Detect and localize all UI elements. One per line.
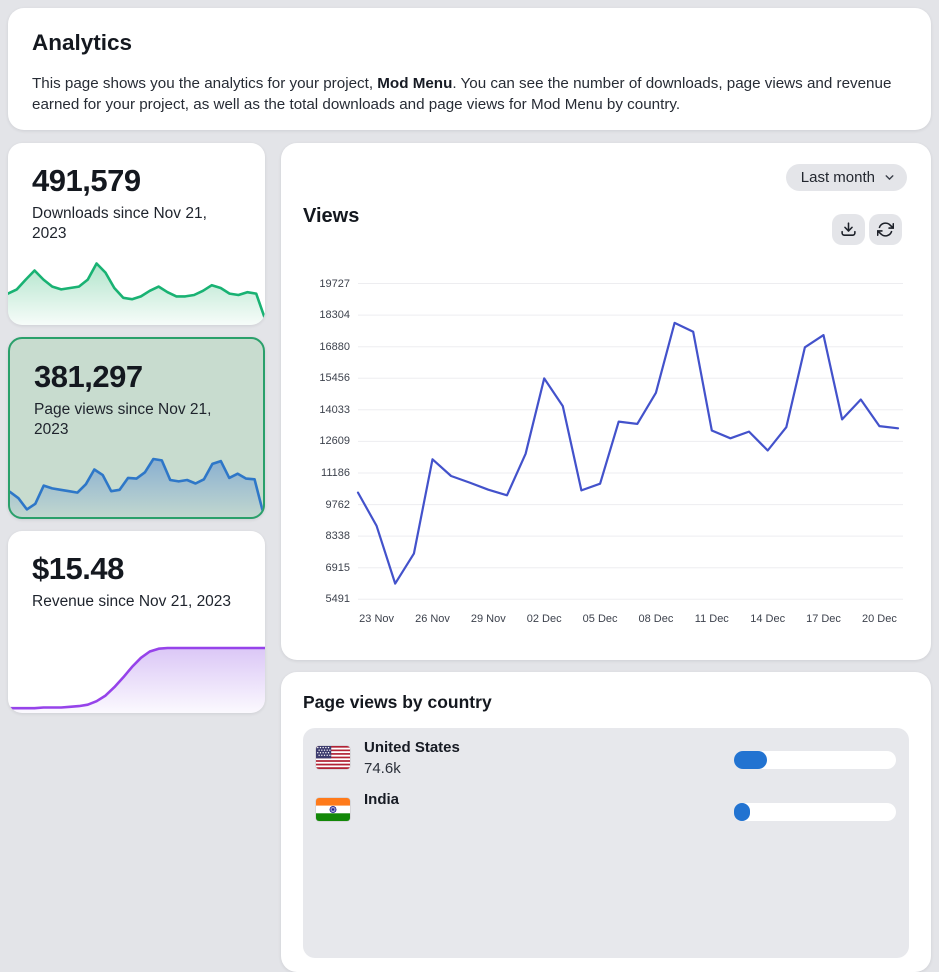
us-flag-icon xyxy=(316,746,350,769)
x-tick-label: 14 Dec xyxy=(750,613,786,625)
x-tick-label: 05 Dec xyxy=(582,613,618,625)
chevron-down-icon xyxy=(885,175,894,180)
project-name: Mod Menu xyxy=(377,75,453,92)
y-tick-label: 9762 xyxy=(325,498,350,511)
y-tick-label: 5491 xyxy=(325,593,350,606)
stat-value: $15.48 xyxy=(32,551,124,586)
date-range-selector[interactable]: Last month xyxy=(785,164,907,191)
y-tick-label: 14033 xyxy=(319,403,350,416)
country-progress-fill xyxy=(734,803,751,821)
x-tick-label: 17 Dec xyxy=(806,613,841,625)
country-progress-fill xyxy=(734,751,768,769)
country-name: United States xyxy=(364,739,460,756)
stat-label: Revenue since Nov 21, 2023 xyxy=(32,593,232,610)
chart-title: Views xyxy=(303,205,360,227)
y-tick-label: 16880 xyxy=(319,340,350,353)
x-tick-label: 08 Dec xyxy=(638,613,674,625)
country-list: United States 74.6k India xyxy=(303,728,909,958)
country-row: India xyxy=(303,790,909,842)
country-panel: Page views by country United States 74.6k… xyxy=(281,672,931,972)
in-flag-icon xyxy=(316,798,350,821)
refresh-icon xyxy=(877,222,894,237)
x-tick-label: 11 Dec xyxy=(694,613,729,625)
stat-card-page-views[interactable]: 381,297 Page views since Nov 21, 2023 xyxy=(8,337,265,519)
country-name: India xyxy=(364,791,400,808)
header-card: Analytics This page shows you the analyt… xyxy=(8,8,931,130)
page-description: This page shows you the analytics for yo… xyxy=(32,74,916,115)
x-tick-label: 29 Nov xyxy=(470,613,506,625)
country-progress-track xyxy=(734,803,896,821)
date-range-label: Last month xyxy=(800,169,875,186)
y-tick-label: 12609 xyxy=(319,435,350,448)
download-icon xyxy=(841,222,856,236)
country-progress-track xyxy=(734,751,896,769)
stat-value: 381,297 xyxy=(34,359,143,394)
stat-card-revenue[interactable]: $15.48 Revenue since Nov 21, 2023 xyxy=(8,531,265,713)
views-panel: Last month Views 5491 6915 8338 9762 11186 12… xyxy=(281,143,931,660)
download-chart-button[interactable] xyxy=(832,214,865,245)
page-title: Analytics xyxy=(32,30,133,55)
y-tick-label: 8338 xyxy=(325,530,350,543)
downloads-sparkline xyxy=(8,249,265,325)
y-tick-label: 11186 xyxy=(321,467,350,479)
stat-card-downloads[interactable]: 491,579 Downloads since Nov 21, 2023 xyxy=(8,143,265,325)
page-description-after: . You can see the number of downloads, p… xyxy=(32,75,892,113)
y-tick-label: 6915 xyxy=(325,561,350,574)
views-series-line xyxy=(356,321,900,585)
stat-label: Downloads since Nov 21, 2023 xyxy=(32,205,207,242)
country-value: 74.6k xyxy=(364,760,401,777)
y-tick-label: 18304 xyxy=(319,309,350,322)
revenue-sparkline xyxy=(8,637,265,713)
y-tick-label: 19727 xyxy=(319,277,350,290)
stat-label: Page views since Nov 21, 2023 xyxy=(34,401,212,438)
page-views-sparkline xyxy=(10,441,263,517)
x-tick-label: 26 Nov xyxy=(415,613,450,625)
stat-value: 491,579 xyxy=(32,163,141,198)
refresh-chart-button[interactable] xyxy=(869,214,902,245)
x-tick-label: 02 Dec xyxy=(526,613,562,625)
y-tick-label: 15456 xyxy=(319,372,350,385)
x-tick-label: 20 Dec xyxy=(861,613,897,625)
country-row: United States 74.6k xyxy=(303,738,909,790)
page-description-before: This page shows you the analytics for yo… xyxy=(32,75,378,92)
country-section-title: Page views by country xyxy=(303,692,492,712)
x-tick-label: 23 Nov xyxy=(359,613,395,625)
views-line-chart xyxy=(356,283,903,600)
